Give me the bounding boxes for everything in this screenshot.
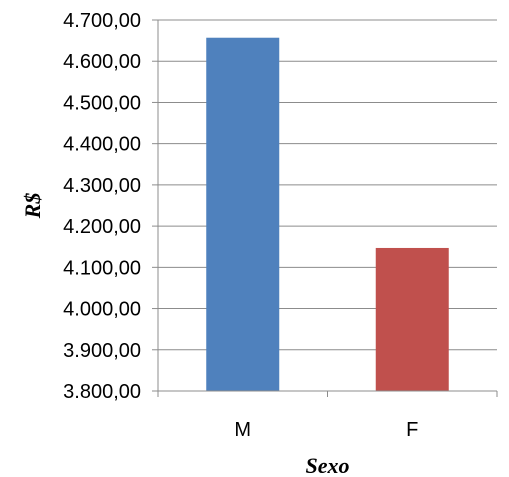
- y-tick-label: 4.600,00: [63, 51, 141, 73]
- y-tick-label: 3.900,00: [63, 340, 141, 362]
- y-tick-label: 4.700,00: [63, 10, 141, 32]
- bar-m: [206, 37, 280, 391]
- y-tick-label: 4.200,00: [63, 216, 141, 238]
- y-tick-label: 4.300,00: [63, 175, 141, 197]
- y-axis-ticks: 3.800,00 3.900,00 4.000,00 4.100,00 4.200,00…: [63, 10, 158, 403]
- y-tick-label: 4.500,00: [63, 92, 141, 114]
- y-axis-title: R$: [20, 193, 45, 220]
- y-tick-label: 4.000,00: [63, 299, 141, 321]
- bars: [206, 37, 449, 391]
- y-tick-label: 4.100,00: [63, 257, 141, 279]
- y-tick-label: 4.400,00: [63, 134, 141, 156]
- x-axis-title: Sexo: [306, 453, 350, 477]
- x-tick-label: F: [406, 419, 418, 441]
- y-tick-label: 3.800,00: [63, 381, 141, 403]
- bar-f: [375, 247, 449, 391]
- x-tick-label: M: [234, 419, 251, 441]
